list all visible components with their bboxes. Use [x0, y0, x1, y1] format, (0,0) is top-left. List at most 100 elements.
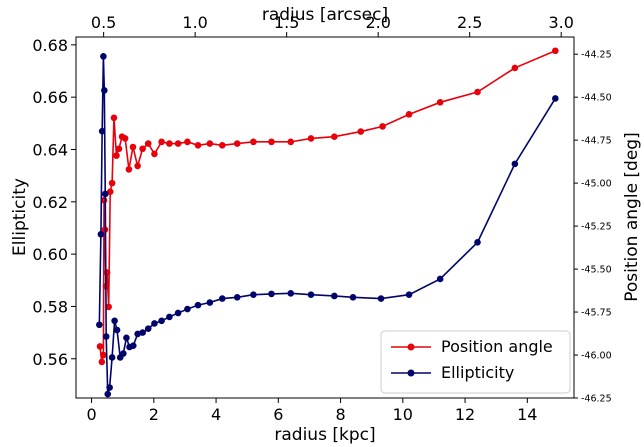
data-point-position-angle	[174, 140, 182, 147]
x2-tick-label: 1.5	[274, 13, 299, 32]
series-layer	[96, 47, 559, 398]
data-point-position-angle	[108, 179, 116, 187]
data-point-position-angle	[166, 140, 173, 147]
data-point-position-angle	[98, 358, 106, 366]
y2-tick-label: -44.25	[581, 50, 612, 61]
y-tick-label: 0.56	[32, 350, 68, 369]
data-point-ellipticity	[151, 320, 158, 327]
y2-tick-label: -46.25	[581, 394, 612, 405]
data-point-position-angle	[100, 351, 107, 359]
data-point-position-angle	[268, 138, 275, 146]
x-tick-label: 2	[149, 405, 159, 424]
y2-tick-label: -45.00	[581, 179, 612, 190]
data-point-ellipticity	[104, 390, 112, 398]
data-point-ellipticity	[377, 295, 385, 302]
data-point-ellipticity	[96, 321, 103, 329]
data-point-ellipticity	[218, 295, 226, 302]
data-point-position-angle	[194, 142, 202, 149]
data-point-ellipticity	[144, 325, 152, 332]
data-point-position-angle	[287, 138, 295, 146]
x2-tick-label: 2.0	[365, 13, 390, 32]
y-axis-right: -46.25 -46.00 -45.75 -45.50 -45.25 -45.00 -44.…	[574, 50, 612, 405]
legend-marker-position-angle	[407, 343, 415, 351]
data-point-ellipticity	[158, 317, 165, 325]
data-point-position-angle	[113, 152, 120, 159]
data-point-ellipticity	[101, 87, 108, 94]
data-point-position-angle	[206, 140, 214, 147]
data-point-ellipticity	[123, 334, 130, 342]
y2-tick-label: -45.50	[581, 265, 612, 276]
y-tick-label: 0.62	[32, 193, 68, 212]
data-point-ellipticity	[250, 291, 257, 298]
y-axis-title: Ellipticity	[10, 178, 30, 256]
data-point-ellipticity	[552, 95, 559, 102]
y-tick-label: 0.64	[32, 140, 68, 159]
data-point-ellipticity	[307, 291, 315, 298]
data-point-position-angle	[184, 138, 191, 146]
data-point-ellipticity	[174, 309, 182, 317]
y-tick-label: 0.66	[32, 88, 68, 107]
data-point-ellipticity	[206, 299, 214, 306]
x-tick-label: 10	[393, 405, 413, 424]
x-tick-label: 12	[455, 405, 475, 424]
data-point-position-angle	[110, 114, 118, 122]
data-point-ellipticity	[331, 292, 338, 300]
data-point-position-angle	[144, 140, 152, 147]
data-point-ellipticity	[287, 290, 295, 297]
data-point-position-angle	[511, 64, 519, 72]
x-tick-label: 4	[211, 405, 221, 424]
data-point-ellipticity	[511, 160, 519, 168]
data-point-position-angle	[115, 145, 123, 153]
data-point-position-angle	[474, 88, 481, 96]
y2-tick-label: -44.75	[581, 136, 612, 147]
data-point-position-angle	[151, 150, 158, 158]
data-point-ellipticity	[268, 290, 275, 298]
y2-tick-label: -45.75	[581, 308, 612, 319]
y-tick-label: 0.60	[32, 245, 68, 264]
data-point-position-angle	[250, 138, 257, 146]
data-point-position-angle	[357, 128, 365, 135]
legend-marker-ellipticity	[407, 369, 415, 377]
y2-tick-label: -46.00	[581, 351, 612, 362]
x-axis-title: radius [kpc]	[274, 425, 375, 445]
data-point-position-angle	[134, 162, 141, 170]
data-point-position-angle	[307, 135, 315, 142]
data-point-position-angle	[106, 188, 114, 196]
data-point-ellipticity	[113, 326, 121, 334]
data-point-position-angle	[218, 142, 226, 149]
x-tick-label: 6	[273, 405, 283, 424]
data-point-ellipticity	[405, 291, 413, 298]
legend: Position angle Ellipticity	[380, 330, 571, 394]
x2-tick-label: 1.0	[182, 13, 207, 32]
data-point-position-angle	[436, 99, 444, 106]
data-point-position-angle	[405, 111, 413, 118]
data-point-ellipticity	[101, 190, 109, 198]
data-point-ellipticity	[102, 333, 110, 340]
data-point-position-angle	[233, 140, 241, 147]
data-point-position-angle	[125, 166, 133, 173]
data-point-position-angle	[158, 138, 165, 146]
legend-label-ellipticity: Ellipticity	[441, 363, 514, 382]
x-axis-top: 0.5 1.0 1.5 2.0 2.5 3.0	[91, 13, 574, 37]
data-point-ellipticity	[233, 293, 241, 301]
data-point-ellipticity	[194, 301, 202, 309]
data-point-ellipticity	[111, 317, 118, 325]
y2-tick-label: -45.25	[581, 222, 612, 233]
data-point-position-angle	[331, 133, 338, 140]
y2-axis-title: Position angle [deg]	[622, 132, 642, 301]
x-axis-bottom: 0 2 4 6 8 10 12 14	[86, 398, 537, 424]
data-point-position-angle	[105, 303, 112, 311]
data-point-ellipticity	[106, 384, 113, 391]
data-point-ellipticity	[120, 350, 127, 357]
data-point-position-angle	[103, 269, 111, 276]
y2-tick-label: -44.50	[581, 93, 612, 104]
y-axis-left: 0.56 0.58 0.60 0.62 0.64 0.66 0.68	[32, 36, 76, 369]
x2-tick-label: 0.5	[91, 13, 116, 32]
x-tick-label: 8	[335, 405, 345, 424]
data-point-position-angle	[552, 47, 559, 55]
data-point-position-angle	[139, 145, 146, 153]
x2-axis-title: radius [arcsec]	[262, 5, 388, 25]
data-point-ellipticity	[100, 53, 107, 60]
x2-tick-label: 3.0	[548, 13, 573, 32]
